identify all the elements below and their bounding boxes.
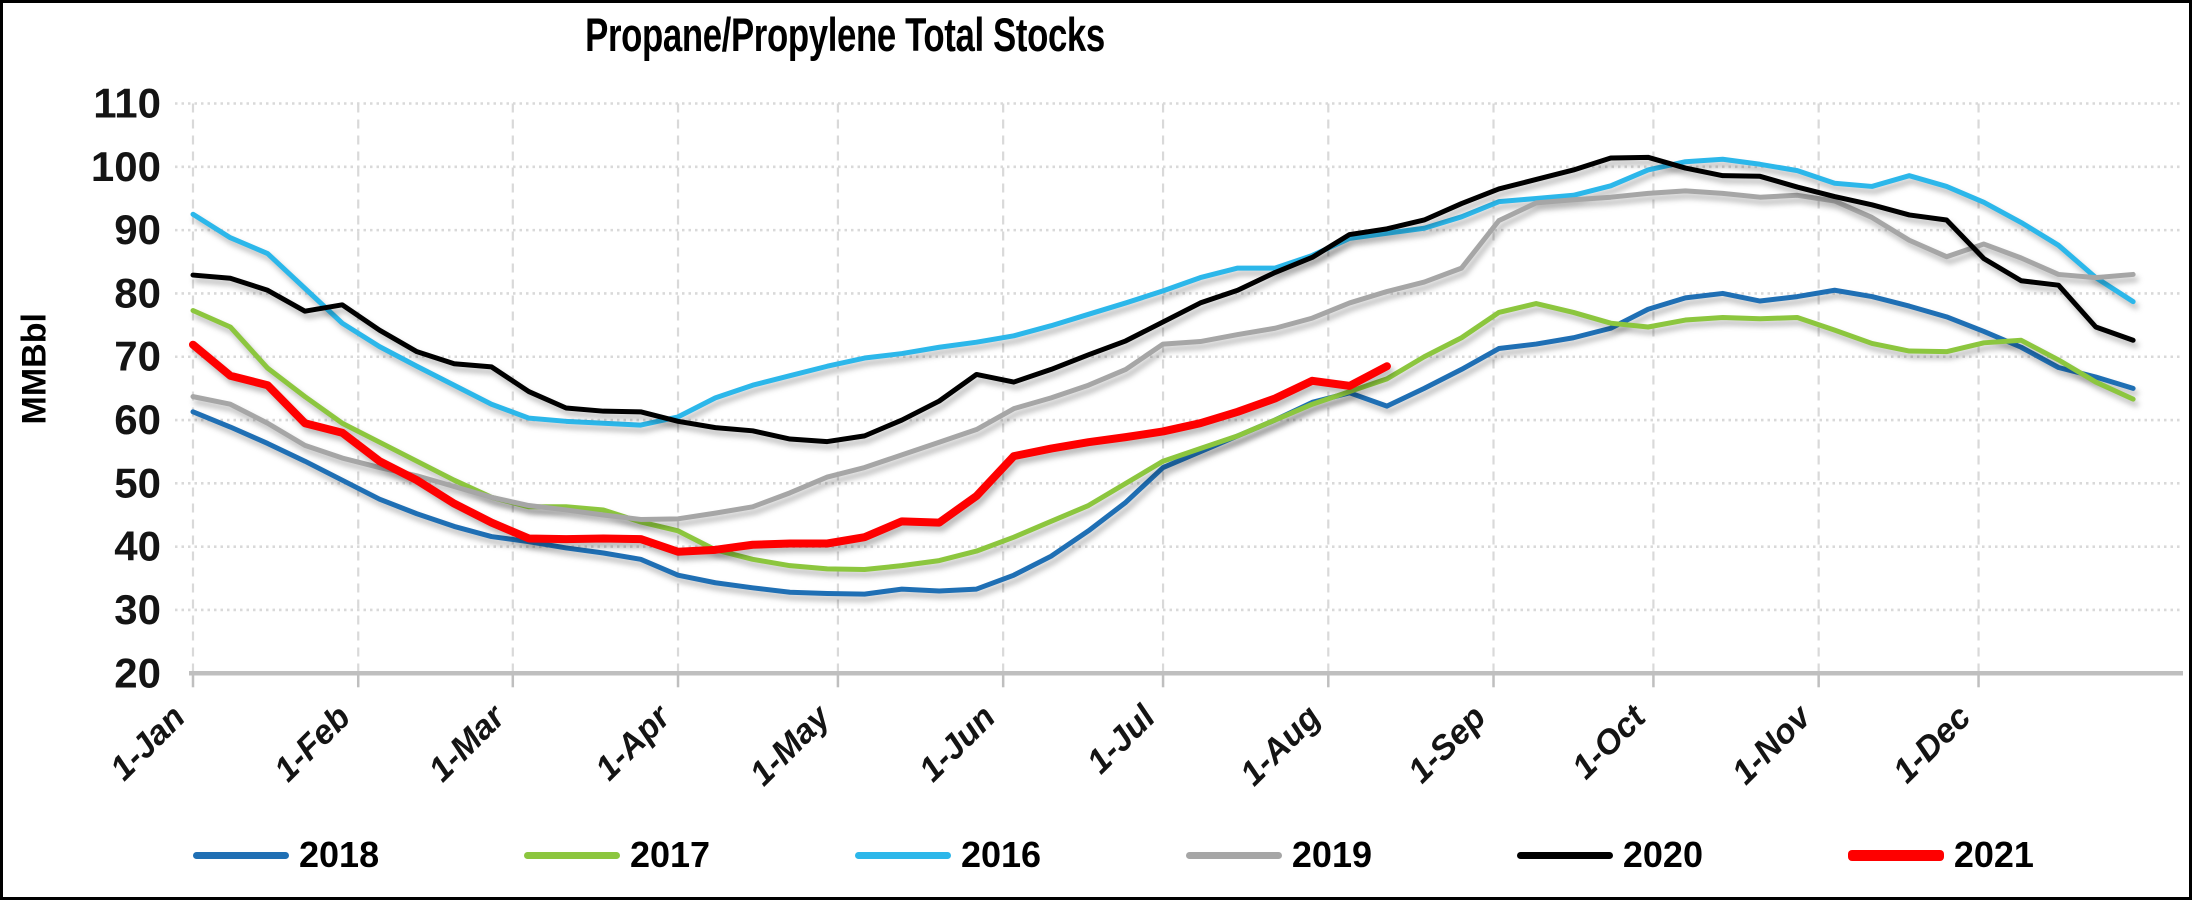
- x-tick-label: 1-May: [743, 697, 839, 793]
- x-tick-label: 1-Feb: [267, 698, 358, 789]
- x-tick-label: 1-Sep: [1401, 698, 1493, 790]
- legend-item-2021: 2021: [1847, 834, 2034, 875]
- stocks-line-chart: 1-Jan 1-Feb 1-Mar 1-Apr 1-May 1-Jun 1-Jul 1-Aug…: [91, 80, 2183, 793]
- y-tick-label: 60: [114, 396, 161, 443]
- legend-label-2021: 2021: [1953, 834, 2034, 875]
- legend-marker-2021: [1847, 849, 1944, 861]
- series-line-2020: [190, 154, 2136, 445]
- legend-marker-2019: [1185, 851, 1282, 859]
- series-line-2018: [190, 287, 2136, 597]
- legend-item-2020: 2020: [1516, 834, 1703, 875]
- series-line-2016: [190, 156, 2136, 428]
- legend-marker-2017: [523, 851, 620, 859]
- y-tick-label: 90: [114, 206, 161, 253]
- legend-label-2019: 2019: [1291, 834, 1372, 875]
- legend-label-2017: 2017: [629, 834, 711, 875]
- legend-item-2019: 2019: [1185, 834, 1372, 875]
- y-tick-label: 100: [91, 143, 161, 190]
- y-tick-label: 80: [114, 269, 161, 316]
- y-tick-label: 50: [114, 459, 161, 506]
- legend-marker-2016: [854, 851, 951, 859]
- legend-marker-2020: [1516, 851, 1613, 859]
- legend-label-2020: 2020: [1622, 834, 1703, 875]
- series-line-2021: [189, 340, 1391, 556]
- x-tick-label: 1-Jan: [103, 698, 193, 788]
- legend-marker-2018: [193, 851, 289, 859]
- x-tick-label: 1-Jul: [1080, 697, 1164, 781]
- legend-label-2016: 2016: [960, 834, 1042, 875]
- x-tick-label: 1-Mar: [421, 697, 513, 789]
- x-tick-label: 1-Oct: [1565, 697, 1655, 787]
- chart-title: Propane/Propylene Total Stocks: [585, 8, 1105, 61]
- series-line-2019: [190, 188, 2136, 522]
- legend-item-2017: 2017: [523, 834, 711, 875]
- legend-item-2018: 2018: [193, 837, 379, 873]
- y-tick-label: 110: [93, 80, 161, 127]
- x-tick-label: 1-Nov: [1725, 697, 1820, 792]
- y-tick-label: 20: [114, 649, 161, 696]
- y-tick-label: 40: [114, 523, 161, 570]
- x-tick-label: 1-Apr: [588, 697, 679, 788]
- y-tick-label: 30: [114, 586, 161, 633]
- x-tick-label: 1-Jun: [912, 698, 1003, 789]
- y-axis-title: MMBbl: [15, 313, 54, 425]
- legend-item-2016: 2016: [854, 834, 1042, 875]
- x-tick-label: 1-Dec: [1886, 698, 1978, 790]
- x-tick-label: 1-Aug: [1233, 698, 1328, 793]
- legend-label-2018: 2018: [299, 834, 380, 875]
- y-tick-label: 70: [114, 333, 161, 380]
- legend: 2018 2017 2016 2019 2020 2021: [193, 837, 2034, 873]
